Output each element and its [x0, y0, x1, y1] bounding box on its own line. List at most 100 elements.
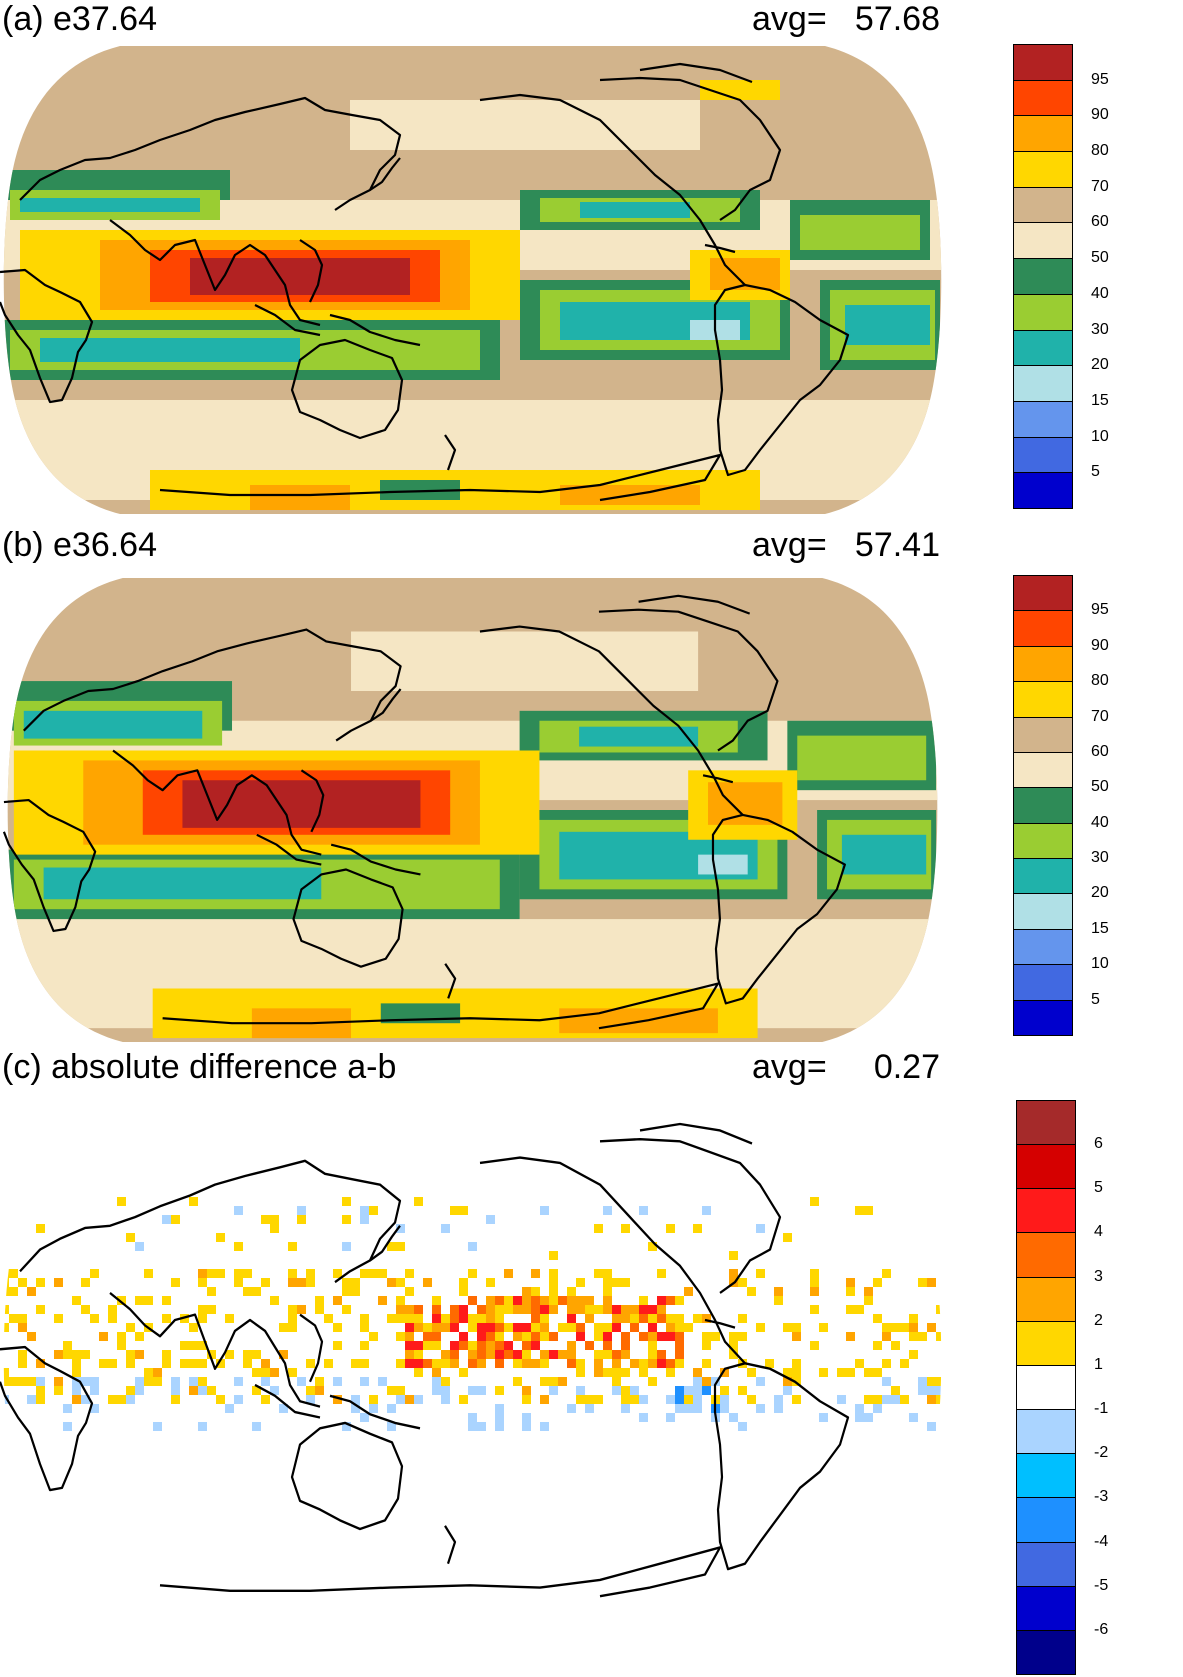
panel-c-field-cell — [630, 1386, 639, 1395]
panel-c-field-cell — [117, 1341, 126, 1350]
panel-c-field-cell — [513, 1323, 522, 1332]
panel-c-field-cell — [621, 1341, 630, 1350]
panel-c-field-cell — [477, 1314, 486, 1323]
panel-c-field-cell — [549, 1251, 558, 1260]
panel-c-field-cell — [54, 1314, 63, 1323]
panel-c-field-cell — [504, 1296, 513, 1305]
panel-c-field-cell — [522, 1305, 531, 1314]
panel-c-field-cell — [864, 1206, 873, 1215]
panel-c-field-cell — [873, 1314, 882, 1323]
panel-c-field-cell — [621, 1386, 630, 1395]
panel-c-field-cell — [135, 1350, 144, 1359]
panel-b-coastline — [292, 868, 404, 968]
panel-c-field-cell — [531, 1296, 540, 1305]
panel-b-field-cell — [797, 735, 927, 781]
panel-c-field-cell — [270, 1368, 279, 1377]
panel-c-field-cell — [495, 1350, 504, 1359]
panel-c-field-cell — [270, 1215, 279, 1224]
panel-c-colorbar-label: -4 — [1094, 1532, 1109, 1550]
panel-b-coastline — [444, 963, 457, 999]
panel-c-field-cell — [243, 1350, 252, 1359]
panel-b-coastline — [711, 813, 846, 1005]
panel-c-field-cell — [27, 1332, 36, 1341]
panel-c-field-cell — [432, 1377, 441, 1386]
panel-c-field-cell — [63, 1350, 72, 1359]
panel-c-field-cell — [81, 1395, 90, 1404]
panel-c-field-cell — [486, 1323, 495, 1332]
panel-c-field-cell — [621, 1332, 630, 1341]
panel-c-field-cell — [792, 1332, 801, 1341]
panel-c-coastline — [159, 1546, 722, 1598]
panel-c-field-cell — [675, 1395, 684, 1404]
panel-c-field-cell — [522, 1341, 531, 1350]
panel-c-field-cell — [774, 1287, 783, 1296]
panel-c-field-cell — [270, 1224, 279, 1233]
panel-b-colorbar-label: 60 — [1091, 742, 1109, 760]
panel-c-field-cell — [468, 1359, 477, 1368]
panel-c-field-cell — [297, 1206, 306, 1215]
panel-c-field-cell — [72, 1350, 81, 1359]
panel-c-field-cell — [477, 1359, 486, 1368]
panel-a-colorbar-label: 70 — [1091, 177, 1109, 195]
panel-c-field-cell — [756, 1404, 765, 1413]
panel-b: (b) e36.64 avg= 57.41 95 90 80 70 60 50 40 30 20… — [0, 528, 1183, 1048]
panel-c-field-cell — [234, 1206, 243, 1215]
panel-c-field-cell — [693, 1377, 702, 1386]
panel-b-coastline — [2, 798, 97, 933]
panel-c-field-cell — [522, 1359, 531, 1368]
panel-c-field-cell — [513, 1350, 522, 1359]
panel-b-colorbar-swatch — [1013, 751, 1073, 789]
panel-c-field-cell — [468, 1350, 477, 1359]
panel-c-field-cell — [279, 1404, 288, 1413]
panel-c-coastline — [599, 1137, 782, 1294]
panel-c-field-cell — [891, 1323, 900, 1332]
panel-c-field-cell — [918, 1332, 927, 1341]
panel-c-field-cell — [9, 1314, 18, 1323]
panel-c-field-cell — [486, 1215, 495, 1224]
panel-c-field-cell — [594, 1395, 603, 1404]
panel-c-colorbar-label: -1 — [1094, 1400, 1109, 1418]
panel-a-coastline — [299, 239, 324, 303]
panel-c-field-cell — [54, 1386, 63, 1395]
panel-c-field-cell — [594, 1332, 603, 1341]
panel-c-field-cell — [891, 1395, 900, 1404]
panel-c-coastline — [444, 1525, 457, 1565]
panel-c-field-cell — [603, 1350, 612, 1359]
panel-c-field-cell — [819, 1368, 828, 1377]
panel-b-coastline — [22, 628, 402, 742]
panel-a-coastline — [159, 453, 722, 502]
panel-c-field-cell — [486, 1314, 495, 1323]
panel-b-colorbar-label: 80 — [1091, 672, 1109, 690]
panel-c-field-cell — [18, 1278, 27, 1287]
panel-c-colorbar-label: -3 — [1094, 1488, 1109, 1506]
panel-c-field-cell — [477, 1341, 486, 1350]
panel-c-field-cell — [441, 1359, 450, 1368]
panel-c-coastline — [19, 1159, 402, 1284]
panel-c-field-cell — [171, 1215, 180, 1224]
panel-c-field-cell — [9, 1377, 18, 1386]
panel-c-colorbar-label: -6 — [1094, 1620, 1109, 1638]
panel-c-field-cell — [126, 1386, 135, 1395]
panel-c-field-cell — [567, 1341, 576, 1350]
panel-c-field-cell — [675, 1314, 684, 1323]
panel-c-field-cell — [684, 1287, 693, 1296]
panel-c-field-cell — [369, 1269, 378, 1278]
panel-a-map — [0, 46, 942, 514]
panel-b-coastline — [162, 982, 720, 1030]
panel-c-field-cell — [405, 1305, 414, 1314]
panel-c-field-cell — [468, 1323, 477, 1332]
panel-c-field-cell — [342, 1215, 351, 1224]
panel-c-field-cell — [72, 1386, 81, 1395]
panel-c-field-cell — [612, 1314, 621, 1323]
panel-c-field-cell — [3, 1368, 9, 1377]
panel-c-field-cell — [531, 1332, 540, 1341]
panel-c-field-cell — [153, 1368, 162, 1377]
panel-b-coastline — [598, 608, 779, 752]
panel-c-field-cell — [585, 1305, 594, 1314]
panel-c-field-cell — [468, 1386, 477, 1395]
panel-a-coastline — [290, 338, 404, 440]
panel-c-field-cell — [495, 1332, 504, 1341]
panel-a-field-cell — [800, 215, 920, 250]
panel-c-field-cell — [909, 1332, 918, 1341]
panel-c-field-cell — [927, 1422, 936, 1431]
